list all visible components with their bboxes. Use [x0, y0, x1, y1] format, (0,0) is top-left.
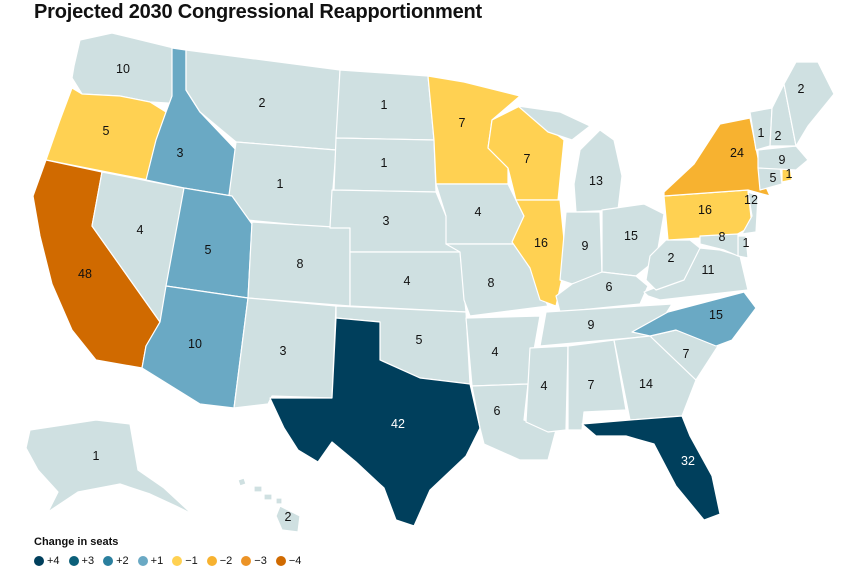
- label-VT: 1: [758, 126, 765, 140]
- label-MA: 9: [779, 153, 786, 167]
- label-OK: 5: [416, 333, 423, 347]
- label-WA: 10: [116, 62, 130, 76]
- label-MD: 8: [719, 230, 726, 244]
- label-NC: 15: [709, 308, 723, 322]
- label-KS: 4: [404, 274, 411, 288]
- legend-swatch: [172, 556, 183, 566]
- label-NV: 4: [137, 223, 144, 237]
- label-AR: 4: [492, 345, 499, 359]
- state-ME[interactable]: [783, 61, 835, 147]
- label-NH: 2: [775, 129, 782, 143]
- state-AK[interactable]: [25, 419, 193, 515]
- label-NY: 24: [730, 146, 744, 160]
- label-ME: 2: [798, 82, 805, 96]
- label-WY: 1: [277, 177, 284, 191]
- label-KY: 6: [606, 280, 613, 294]
- legend-item-minus1: −1: [172, 555, 198, 567]
- state-IL[interactable]: [511, 199, 567, 307]
- legend-swatch: [241, 556, 252, 566]
- legend-swatch: [206, 556, 217, 566]
- state-HI[interactable]: [237, 477, 301, 533]
- legend-item-plus3: +3: [68, 555, 95, 567]
- label-NM: 3: [280, 344, 287, 358]
- state-MA[interactable]: [757, 145, 809, 171]
- legend-label: +1: [150, 555, 164, 567]
- legend-label: −4: [288, 555, 302, 567]
- label-MT: 2: [259, 96, 266, 110]
- label-MO: 8: [488, 276, 495, 290]
- state-labels: 10 5 48 4 3 2 1 5 10 8 3 1 1 3 4 5 42 7 …: [78, 62, 804, 524]
- legend-item-minus2: −2: [206, 555, 233, 567]
- label-WV: 2: [668, 251, 675, 265]
- label-TX: 42: [391, 417, 405, 431]
- label-TN: 9: [588, 318, 595, 332]
- label-AK: 1: [93, 449, 100, 463]
- label-WI: 7: [524, 152, 531, 166]
- label-IN: 9: [582, 239, 589, 253]
- label-ND: 1: [381, 98, 388, 112]
- legend-swatch: [137, 556, 148, 566]
- label-ID: 3: [177, 146, 184, 160]
- label-SC: 7: [683, 347, 690, 361]
- state-MI[interactable]: [517, 105, 623, 213]
- label-CT: 5: [770, 171, 777, 185]
- label-OH: 15: [624, 229, 638, 243]
- map-title: Projected 2030 Congressional Reapportion…: [34, 1, 482, 23]
- label-MI: 13: [589, 174, 603, 188]
- label-AL: 7: [588, 378, 595, 392]
- state-MS[interactable]: [525, 345, 569, 433]
- label-OR: 5: [103, 124, 110, 138]
- state-MD[interactable]: [699, 233, 739, 257]
- label-NE: 3: [383, 214, 390, 228]
- legend-title: Change in seats: [34, 536, 119, 548]
- label-MS: 4: [541, 379, 548, 393]
- legend-swatch: [103, 556, 114, 566]
- legend-item-plus4: +4: [34, 555, 60, 567]
- legend-item-plus1: +1: [137, 555, 164, 567]
- legend-swatch: [68, 556, 79, 566]
- legend-label: +3: [81, 555, 95, 567]
- state-FL[interactable]: [581, 415, 721, 521]
- label-DE: 1: [743, 236, 750, 250]
- state-NJ[interactable]: [741, 191, 759, 235]
- legend-item-minus4: −4: [275, 555, 302, 567]
- label-MN: 7: [459, 116, 466, 130]
- legend-item-plus2: +2: [103, 555, 129, 567]
- legend-label: −3: [254, 555, 267, 567]
- label-SD: 1: [381, 156, 388, 170]
- label-VA: 11: [702, 263, 715, 277]
- legend-label: −2: [219, 555, 233, 567]
- legend-swatch: [275, 556, 286, 566]
- label-CA: 48: [78, 267, 92, 281]
- label-NJ: 12: [744, 193, 758, 207]
- legend-label: +2: [116, 555, 129, 567]
- state-LA[interactable]: [471, 383, 557, 461]
- label-IA: 4: [475, 205, 482, 219]
- state-GA[interactable]: [613, 335, 697, 421]
- legend: +4 +3 +2 +1 −1 −2 −3 −4: [34, 555, 310, 567]
- label-RI: 1: [786, 167, 793, 181]
- label-LA: 6: [494, 404, 501, 418]
- label-FL: 32: [681, 454, 695, 468]
- label-IL: 16: [534, 236, 548, 250]
- label-UT: 5: [205, 243, 212, 257]
- label-CO: 8: [297, 257, 304, 271]
- label-AZ: 10: [188, 337, 202, 351]
- legend-label: −1: [185, 555, 198, 567]
- legend-item-minus3: −3: [241, 555, 267, 567]
- state-NC[interactable]: [631, 291, 757, 347]
- label-HI: 2: [285, 510, 292, 524]
- label-PA: 16: [698, 203, 712, 217]
- legend-swatch: [34, 556, 44, 566]
- legend-label: +4: [47, 555, 60, 567]
- label-GA: 14: [639, 377, 653, 391]
- state-TX[interactable]: [269, 317, 481, 527]
